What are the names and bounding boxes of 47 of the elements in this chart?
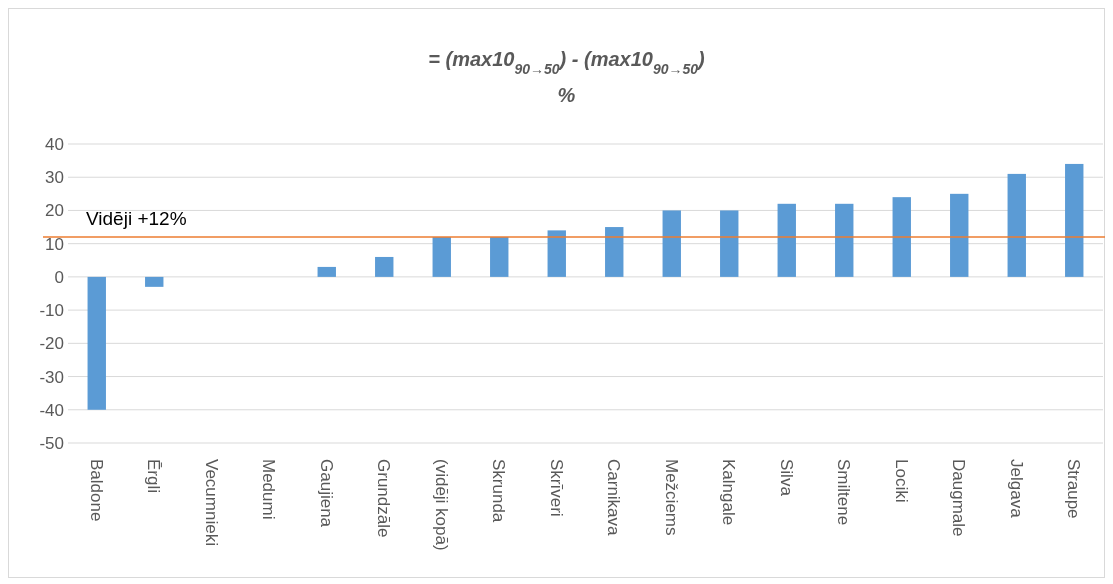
x-tick-label: Ērgli: [144, 459, 164, 494]
bar: [1007, 173, 1026, 277]
chart-title: = (max10$_{90→50}$) - (max10$_{90→50}$): [428, 48, 706, 77]
x-tick-label: Straupe: [1064, 459, 1084, 519]
bar: [145, 276, 164, 287]
bar: [87, 276, 106, 410]
y-tick-label: -50: [39, 433, 64, 453]
bar: [317, 266, 336, 277]
x-tick-label: Medumi: [259, 459, 279, 520]
x-tick-label: Jelgava: [1006, 459, 1026, 519]
bar: [547, 230, 566, 277]
y-tick-label: 30: [45, 168, 64, 188]
y-tick-label: -30: [39, 367, 64, 387]
x-tick-label: Vecumnieki: [201, 459, 221, 546]
bar: [662, 210, 681, 277]
x-tick-label: Mežciems: [661, 459, 681, 536]
x-tick-label: Kalngale: [719, 459, 739, 526]
y-tick-label: -20: [39, 334, 64, 354]
x-tick-label: Daugmale: [949, 459, 969, 537]
y-tick-label: -40: [39, 400, 64, 420]
x-tick-label: Lociki: [891, 459, 911, 503]
bar: [777, 203, 796, 277]
y-tick-label: 20: [45, 201, 64, 221]
x-tick-label: Skrīveri: [546, 459, 566, 517]
y-tick-label: 40: [45, 134, 64, 154]
x-tick-label: Smiltene: [834, 459, 854, 526]
x-tick-label: Skrunda: [489, 459, 509, 523]
bar: [1065, 163, 1084, 277]
bar: [605, 227, 624, 277]
ref-line-label: Vidēji +12%: [86, 208, 187, 230]
x-tick-label: (vidēji kopā): [431, 459, 451, 551]
bar: [892, 197, 911, 277]
bar: [835, 203, 854, 277]
x-tick-label: Grundzāle: [374, 459, 394, 538]
chart-subtitle: %: [557, 84, 576, 106]
x-tick-label: Silva: [776, 459, 796, 497]
y-tick-label: 10: [45, 234, 64, 254]
bar: [432, 237, 451, 277]
bar: [375, 256, 394, 277]
x-tick-label: Baldone: [86, 459, 106, 522]
bar: [490, 237, 509, 277]
y-tick-label: -10: [39, 301, 64, 321]
x-tick-label: Gaujiena: [316, 459, 336, 528]
bar: [950, 193, 969, 277]
y-tick-label: 0: [54, 267, 64, 287]
bar: [720, 210, 739, 277]
x-tick-label: Carnikava: [604, 459, 624, 537]
